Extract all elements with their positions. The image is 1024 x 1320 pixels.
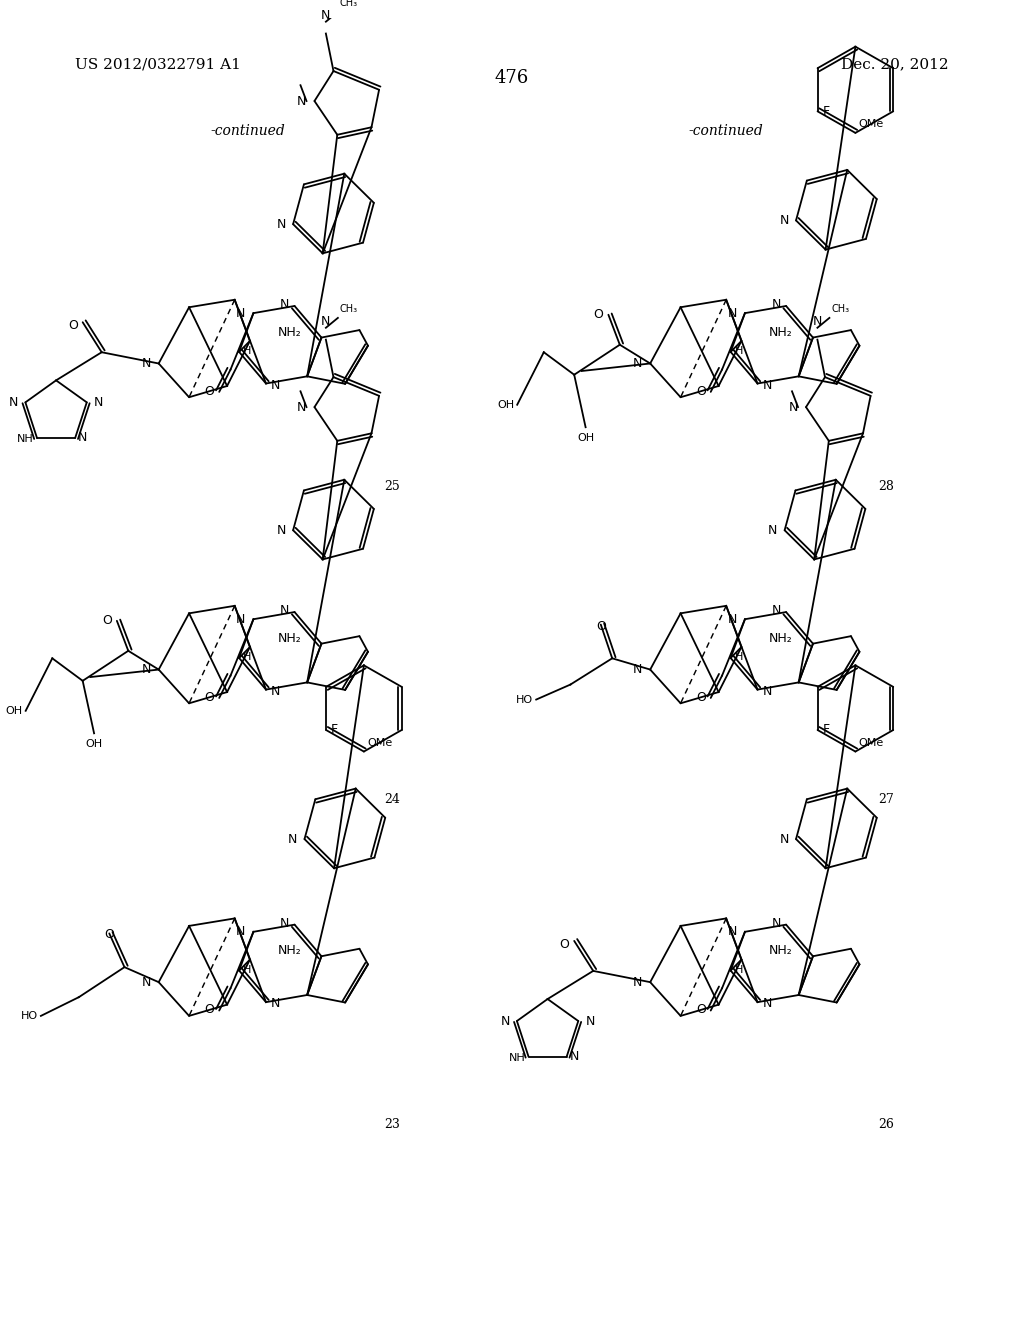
Text: H: H [244, 346, 252, 356]
Text: N: N [772, 605, 781, 616]
Text: US 2012/0322791 A1: US 2012/0322791 A1 [75, 57, 241, 71]
Text: N: N [237, 612, 246, 626]
Text: O: O [205, 1003, 214, 1016]
Text: 24: 24 [384, 792, 400, 805]
Text: O: O [594, 309, 603, 321]
Text: N: N [281, 298, 290, 312]
Text: N: N [237, 306, 246, 319]
Text: NH₂: NH₂ [769, 944, 793, 957]
Text: N: N [772, 916, 781, 929]
Text: 25: 25 [384, 480, 399, 492]
Text: N: N [322, 9, 331, 21]
Text: NH₂: NH₂ [278, 944, 301, 957]
Text: 26: 26 [879, 1118, 895, 1131]
Text: N: N [281, 916, 290, 929]
Text: O: O [696, 1003, 706, 1016]
Text: O: O [596, 619, 606, 632]
Text: -continued: -continued [688, 124, 763, 139]
Text: NH: NH [17, 434, 34, 444]
Text: 476: 476 [495, 69, 529, 87]
Text: N: N [288, 833, 298, 846]
Text: O: O [68, 319, 78, 333]
Text: OH: OH [578, 433, 594, 444]
Text: N: N [141, 356, 151, 370]
Text: N: N [813, 314, 822, 327]
Text: N: N [78, 430, 87, 444]
Text: 28: 28 [879, 480, 895, 492]
Text: N: N [141, 663, 151, 676]
Text: N: N [569, 1049, 579, 1063]
Text: NH₂: NH₂ [769, 632, 793, 644]
Text: N: N [586, 1015, 595, 1027]
Text: H: H [735, 652, 743, 661]
Text: N: N [779, 214, 790, 227]
Text: N: N [633, 663, 642, 676]
Text: N: N [763, 997, 772, 1010]
Text: NH₂: NH₂ [278, 326, 301, 339]
Text: N: N [237, 925, 246, 939]
Text: 23: 23 [384, 1118, 400, 1131]
Text: N: N [271, 379, 281, 392]
Text: OMe: OMe [858, 738, 884, 747]
Text: OH: OH [497, 400, 514, 409]
Text: HO: HO [20, 1011, 38, 1020]
Text: N: N [276, 524, 286, 537]
Text: OMe: OMe [367, 738, 392, 747]
Text: O: O [696, 690, 706, 704]
Text: N: N [763, 685, 772, 698]
Text: N: N [501, 1015, 510, 1027]
Text: OH: OH [86, 739, 102, 750]
Text: Dec. 20, 2012: Dec. 20, 2012 [842, 57, 949, 71]
Text: F: F [331, 723, 338, 737]
Text: N: N [779, 833, 790, 846]
Text: CH₃: CH₃ [340, 0, 358, 8]
Text: HO: HO [516, 694, 534, 705]
Text: H: H [735, 346, 743, 356]
Text: N: N [297, 95, 306, 107]
Text: O: O [205, 690, 214, 704]
Text: 27: 27 [879, 792, 894, 805]
Text: OH: OH [5, 706, 23, 715]
Text: H: H [244, 652, 252, 661]
Text: N: N [271, 685, 281, 698]
Text: H: H [735, 965, 743, 974]
Text: F: F [822, 723, 829, 737]
Text: N: N [633, 356, 642, 370]
Text: N: N [728, 925, 737, 939]
Text: CH₃: CH₃ [831, 304, 850, 314]
Text: N: N [9, 396, 18, 409]
Text: N: N [728, 612, 737, 626]
Text: O: O [102, 614, 112, 627]
Text: N: N [141, 975, 151, 989]
Text: O: O [696, 385, 706, 397]
Text: F: F [822, 104, 829, 117]
Text: N: N [276, 218, 286, 231]
Text: N: N [763, 379, 772, 392]
Text: N: N [94, 396, 103, 409]
Text: NH₂: NH₂ [278, 632, 301, 644]
Text: -continued: -continued [211, 124, 286, 139]
Text: N: N [281, 605, 290, 616]
Text: N: N [768, 524, 777, 537]
Text: H: H [244, 965, 252, 974]
Text: NH₂: NH₂ [769, 326, 793, 339]
Text: N: N [788, 400, 798, 413]
Text: N: N [772, 298, 781, 312]
Text: OMe: OMe [858, 119, 884, 129]
Text: N: N [633, 975, 642, 989]
Text: O: O [559, 939, 569, 950]
Text: N: N [728, 306, 737, 319]
Text: N: N [322, 314, 331, 327]
Text: O: O [205, 385, 214, 397]
Text: N: N [271, 997, 281, 1010]
Text: O: O [104, 928, 115, 941]
Text: N: N [297, 400, 306, 413]
Text: NH: NH [509, 1052, 525, 1063]
Text: CH₃: CH₃ [340, 304, 358, 314]
